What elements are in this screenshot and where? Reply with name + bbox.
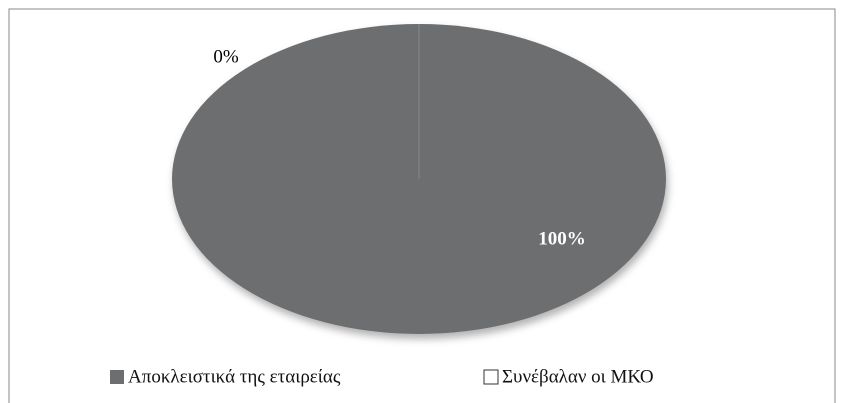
data-label: 0%	[213, 46, 239, 67]
chart-frame	[8, 8, 836, 403]
pie	[172, 24, 666, 334]
legend: Αποκλειστικά της εταιρείας Συνέβαλαν οι Μ…	[110, 366, 654, 387]
legend-swatch	[483, 369, 499, 385]
data-label: 100%	[538, 228, 586, 249]
legend-label: Συνέβαλαν οι ΜΚΟ	[502, 366, 654, 387]
legend-swatch	[110, 370, 124, 384]
legend-label: Αποκλειστικά της εταιρείας	[128, 366, 341, 387]
labels: 100% 0%	[213, 46, 585, 249]
